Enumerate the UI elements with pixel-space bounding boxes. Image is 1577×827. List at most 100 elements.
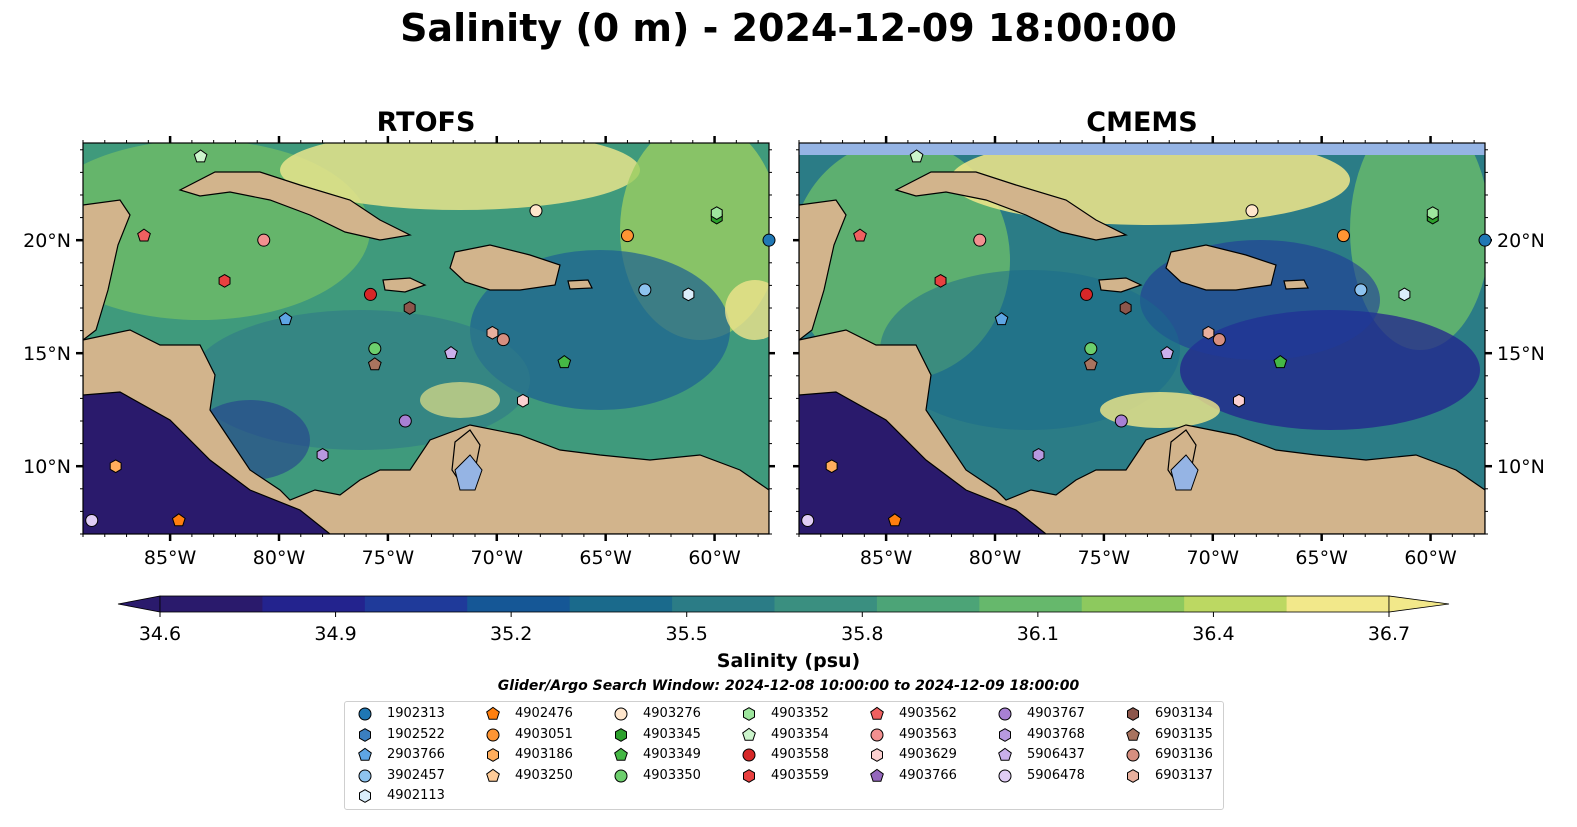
lake-maracaibo [454,454,483,491]
float-legend: 1902313 1902522 2903766 3902457 4902113 49024… [344,701,1224,810]
panel-title-rtofs: RTOFS [376,107,476,138]
colorbar-segment [467,596,571,612]
legend-label: 4903345 [643,726,701,742]
pacific-ocean [799,392,1046,534]
lon-tick-label: 60°W [688,547,741,569]
legend-marker [870,768,884,782]
lon-tick-label: 75°W [1078,547,1131,569]
legend-marker [359,727,371,742]
legend-marker [999,727,1011,742]
figure-title: Salinity (0 m) - 2024-12-09 18:00:00 [400,6,1177,50]
legend-label: 4902476 [515,706,573,721]
legend-label: 6903136 [1155,747,1213,762]
legend-label: 4903766 [899,767,957,783]
float-marker-5906437 [1160,345,1174,359]
colorbar-segment [774,596,878,612]
legend-marker-hexagon [487,748,499,762]
legend-marker [998,747,1012,761]
colorbar: 34.6 34.9 35.2 35.5 35.8 36.1 36.4 36.7 [117,595,1450,645]
legend-marker [358,769,372,782]
colorbar-segment [569,596,673,612]
lon-tick-label: 85°W [144,547,197,569]
legend-marker [870,706,884,720]
lon-tick-label: 65°W [1295,547,1348,569]
float-marker-4903562 [137,228,151,242]
float-marker-4903558 [363,287,377,301]
float-marker-4903051 [620,229,634,243]
legend-marker-hexagon [1127,707,1139,721]
legend-marker [998,769,1012,782]
legend-label: 4903350 [643,767,701,783]
colorbar-extend-high [1388,595,1450,613]
float-marker-4903350 [368,342,382,356]
float-marker-4903354 [909,149,924,163]
legend-label: 5906437 [1027,747,1085,762]
legend-marker [358,707,372,721]
colorbar-tick-label: 36.7 [1368,623,1410,645]
map-panel-rtofs [83,143,769,534]
colorbar-segment [160,596,263,612]
float-marker-6903136 [1212,333,1226,347]
colorbar-segment [1184,596,1288,612]
legend-marker-circle [358,769,372,782]
float-marker-4902476 [171,513,186,527]
lon-tick-label: 80°W [969,547,1022,569]
float-marker-4903276 [529,204,543,218]
legend-marker [359,789,371,803]
legend-marker [742,748,756,762]
legend-marker [614,769,628,782]
lon-tick-label: 70°W [1187,547,1240,569]
float-marker-6903134 [1119,301,1132,315]
legend-marker-pentagon [614,747,628,761]
legend-label: 4903767 [1027,706,1085,721]
legend-label: 4903186 [515,747,573,762]
float-marker-4903352 [710,206,723,220]
colorbar-ticks: 34.6 34.9 35.2 35.5 35.8 36.1 36.4 36.7 [139,612,1410,645]
legend-label: 5906478 [1027,767,1085,783]
colorbar-tick-label: 34.9 [314,623,356,645]
legend-marker [614,747,628,761]
float-marker-6903136 [496,333,510,347]
float-marker-4903051 [1336,229,1350,243]
lon-tick-label: 80°W [253,547,306,569]
legend-marker-pentagon [486,768,500,782]
float-marker-4903186 [825,459,838,474]
legend-label: 4903352 [771,706,829,721]
float-marker-5906478 [85,513,99,527]
legend-marker [358,747,372,761]
legend-label: 4903563 [899,726,957,742]
lon-tick-label: 60°W [1404,547,1457,569]
colorbar-tick-label: 35.8 [841,623,883,645]
float-marker-4903186 [109,459,122,474]
legend-label: 2903766 [387,747,445,762]
colorbar-segment [262,596,366,612]
float-markers [85,149,1492,527]
lake-maracaibo [1170,454,1199,491]
float-marker-5906437 [444,345,458,359]
float-marker-6903135 [367,357,382,371]
lat-tick-label-left: 20°N [23,230,71,252]
float-marker-3902457 [638,283,652,297]
salinity-patch [420,382,500,418]
legend-marker [486,768,500,782]
legend-label: 4903562 [899,706,957,721]
legend-marker-circle [998,707,1012,721]
colorbar-tick-label: 35.2 [490,623,532,645]
legend-marker-circle [1126,748,1140,762]
land [83,171,769,534]
float-marker-6903137 [486,325,499,340]
float-marker-4902476 [887,513,902,527]
legend-marker [743,707,755,721]
float-marker-2903766 [994,312,1009,326]
legend-marker-pentagon [998,747,1012,761]
lat-tick-label-right: 20°N [1497,230,1545,252]
lon-tick-label: 70°W [471,547,524,569]
legend-label: 4903051 [515,726,573,742]
salinity-patch [1350,143,1485,350]
legend-marker [742,727,756,741]
legend-label: 6903134 [1155,706,1213,721]
legend-label: 1902522 [387,726,445,742]
legend-label: 3902457 [387,767,445,783]
colorbar-segments [159,595,1390,613]
